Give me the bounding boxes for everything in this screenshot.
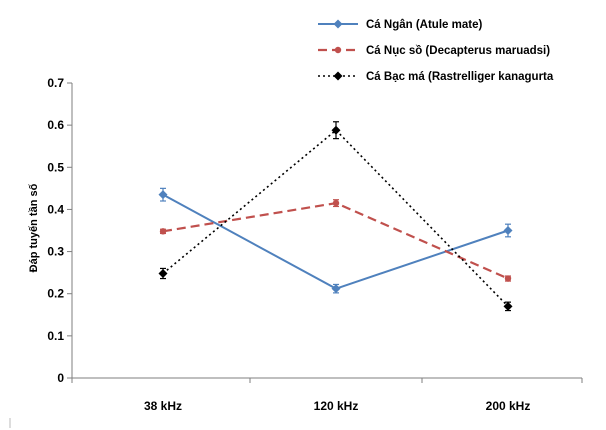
y-tick-labels: 0 0.1 0.2 0.3 0.4 0.5 0.6 0.7 xyxy=(47,76,64,385)
data-point xyxy=(334,46,342,54)
data-point xyxy=(158,268,168,278)
y-tick-label: 0.3 xyxy=(47,245,64,259)
legend: Cá Ngân (Atule mate) Cá Nục sồ (Decapteru… xyxy=(318,19,554,83)
y-tick-label: 0.5 xyxy=(47,160,64,174)
y-tick-label: 0.6 xyxy=(47,118,64,132)
data-point xyxy=(333,71,343,81)
y-axis-label: Đáp tuyến tần số xyxy=(28,183,40,272)
legend-item: Cá Nục sồ (Decapterus maruadsi) xyxy=(318,45,550,57)
data-point xyxy=(331,125,341,135)
y-tick-label: 0.7 xyxy=(47,76,64,90)
y-tick-label: 0 xyxy=(57,371,64,385)
x-tick-label: 38 kHz xyxy=(144,399,182,413)
x-tick-label: 120 kHz xyxy=(314,399,359,413)
data-point xyxy=(503,226,513,235)
axes xyxy=(67,82,583,383)
y-tick-label: 0.4 xyxy=(47,202,64,216)
x-tick-label: 200 kHz xyxy=(486,399,531,413)
data-point xyxy=(158,190,168,200)
legend-label: Cá Bạc má (Rastrelliger kanagurta xyxy=(366,71,554,83)
series-2 xyxy=(159,199,512,282)
series-group xyxy=(158,121,513,312)
series-3 xyxy=(158,121,513,312)
series-1 xyxy=(158,187,513,294)
data-point xyxy=(332,199,340,207)
data-point xyxy=(503,301,513,311)
legend-label: Cá Ngân (Atule mate) xyxy=(366,19,482,31)
data-point xyxy=(331,284,341,294)
y-tick-label: 0.2 xyxy=(47,287,64,301)
legend-item: Cá Ngân (Atule mate) xyxy=(318,19,482,31)
data-point xyxy=(159,228,167,235)
legend-label: Cá Nục sồ (Decapterus maruadsi) xyxy=(366,45,550,57)
legend-item: Cá Bạc má (Rastrelliger kanagurta xyxy=(318,71,554,83)
data-point xyxy=(333,19,343,29)
x-tick-labels: 38 kHz 120 kHz 200 kHz xyxy=(144,399,530,413)
data-point xyxy=(504,275,512,282)
y-tick-label: 0.1 xyxy=(47,329,64,343)
